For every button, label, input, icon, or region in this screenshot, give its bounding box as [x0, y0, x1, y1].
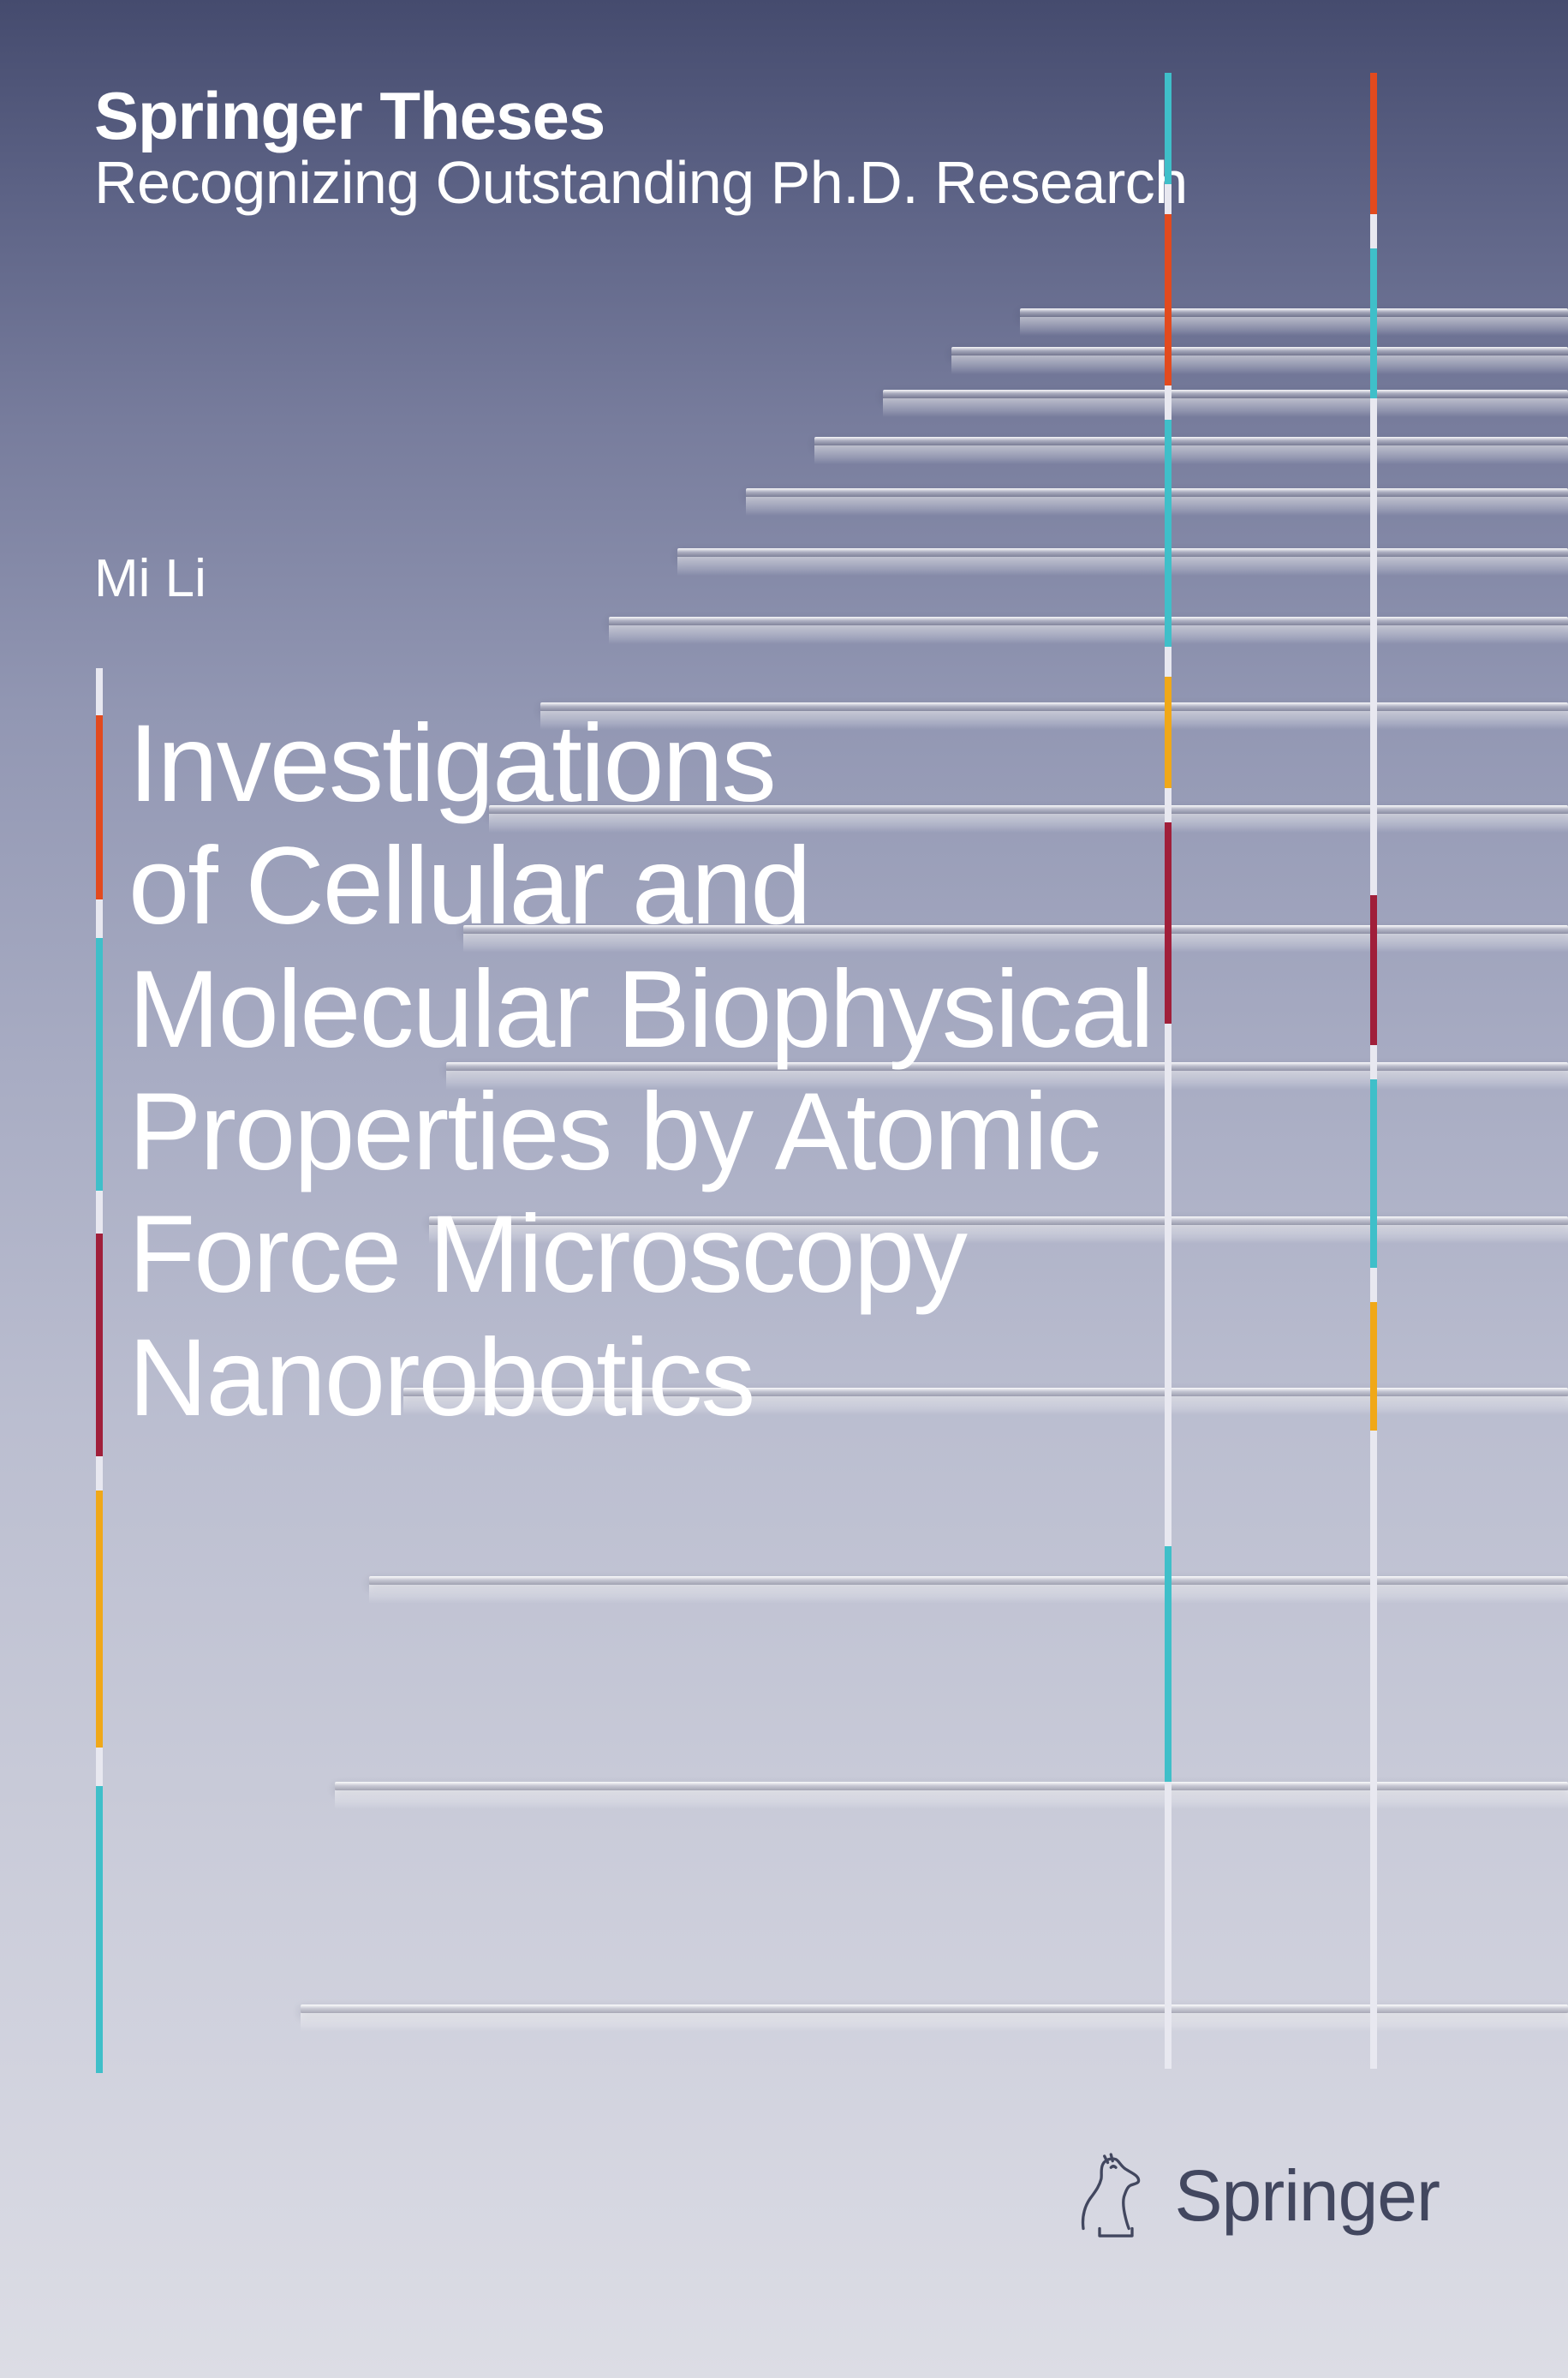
- bar-segment: [96, 1191, 103, 1234]
- title-line: Nanorobotics: [128, 1317, 1153, 1439]
- bar-segment: [1370, 895, 1377, 1045]
- bar-segment: [1370, 1079, 1377, 1268]
- series-title: Springer Theses: [94, 77, 1188, 155]
- accent-bar-mid: [1165, 73, 1172, 2069]
- bar-segment: [1165, 184, 1172, 214]
- title-line: Investigations: [128, 702, 1153, 825]
- series-header: Springer Theses Recognizing Outstanding …: [94, 77, 1188, 217]
- bar-segment: [96, 1456, 103, 1491]
- book-title: Investigationsof Cellular andMolecular B…: [128, 702, 1153, 1439]
- bar-segment: [1370, 1302, 1377, 1431]
- bar-segment: [1165, 822, 1172, 1024]
- book-cover: Springer Theses Recognizing Outstanding …: [0, 0, 1568, 2378]
- bar-segment: [1165, 1024, 1172, 1546]
- stair-step: [814, 437, 1568, 445]
- bar-segment: [1165, 420, 1172, 647]
- bar-segment: [1165, 214, 1172, 385]
- stair-step: [335, 1782, 1568, 1790]
- bar-segment: [1165, 73, 1172, 184]
- bar-segment: [1370, 214, 1377, 248]
- springer-horse-icon: [1067, 2151, 1148, 2241]
- bar-segment: [1165, 788, 1172, 822]
- stair-step: [746, 488, 1568, 497]
- title-line: Properties by Atomic: [128, 1071, 1153, 1193]
- bar-segment: [1370, 248, 1377, 398]
- author-name: Mi Li: [94, 548, 206, 609]
- bar-segment: [1165, 1782, 1172, 2069]
- bar-segment: [96, 715, 103, 899]
- publisher-name: Springer: [1174, 2154, 1440, 2238]
- bar-segment: [96, 1234, 103, 1456]
- series-subtitle: Recognizing Outstanding Ph.D. Research: [94, 148, 1188, 217]
- accent-bar-right: [1370, 73, 1377, 2069]
- bar-segment: [1370, 1268, 1377, 1302]
- stair-step: [609, 617, 1568, 625]
- stair-step: [883, 390, 1568, 398]
- bar-segment: [96, 668, 103, 715]
- bar-segment: [96, 938, 103, 1191]
- bar-segment: [96, 1748, 103, 1786]
- stair-step: [1020, 308, 1568, 317]
- accent-bar-left: [96, 668, 103, 2073]
- bar-segment: [1370, 1045, 1377, 1079]
- bar-segment: [1165, 385, 1172, 420]
- bar-segment: [96, 1491, 103, 1748]
- stair-step: [301, 2005, 1568, 2013]
- bar-segment: [1165, 677, 1172, 788]
- publisher-block: Springer: [1067, 2151, 1440, 2241]
- bar-segment: [1165, 1546, 1172, 1782]
- stair-step: [951, 347, 1568, 356]
- bar-segment: [96, 1786, 103, 2073]
- bar-segment: [1370, 1431, 1377, 2069]
- title-line: Force Microscopy: [128, 1193, 1153, 1316]
- bar-segment: [1370, 73, 1377, 214]
- title-line: Molecular Biophysical: [128, 948, 1153, 1071]
- bar-segment: [1165, 647, 1172, 677]
- bar-segment: [96, 899, 103, 938]
- stair-step: [677, 548, 1568, 557]
- bar-segment: [1370, 398, 1377, 895]
- title-line: of Cellular and: [128, 825, 1153, 947]
- stair-step: [369, 1576, 1568, 1585]
